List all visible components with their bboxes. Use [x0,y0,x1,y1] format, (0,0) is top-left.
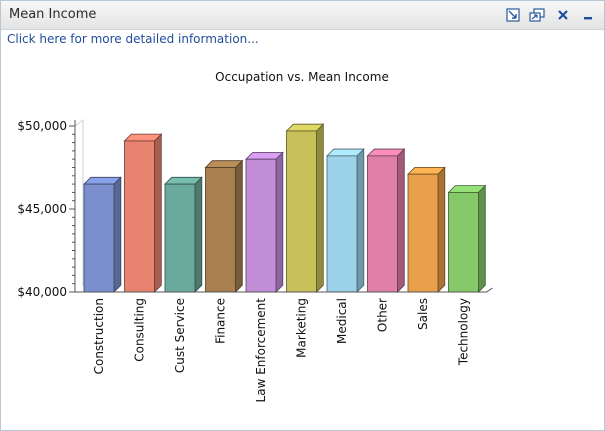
bar-side [316,123,324,293]
portlet-title: Mean Income [9,7,97,22]
bar-side [154,133,162,293]
bar-finance [204,159,244,293]
bar-consulting [123,133,163,293]
bar-side [356,148,365,293]
bar-side [397,148,405,293]
bar-top [366,148,406,157]
bar-medical [326,148,365,293]
bar-top [164,176,203,185]
bar-technology [447,184,487,293]
bar-side [113,176,122,293]
x-category-label: Consulting [133,298,147,362]
bar-construction [83,176,122,293]
bar-cust-service [164,176,203,293]
minimize-icon[interactable] [579,6,597,24]
portlet-titlebar: Mean Income [1,1,604,30]
bar-front [326,155,358,293]
bar-top [326,148,365,157]
x-category-label: Technology [457,298,471,366]
bar-front [205,167,236,293]
bar-front [83,183,115,293]
edit-icon[interactable] [504,6,522,24]
y-tick-label: $40,000 [17,285,67,299]
bar-front [286,130,317,293]
bar-top [123,133,163,142]
bar-side [478,184,486,293]
x-category-label: Finance [214,298,228,344]
bar-top [285,123,325,132]
bar-law-enforcement [245,151,284,293]
x-category-label: Marketing [295,298,309,358]
bar-side [275,151,284,293]
y-tick-label: $45,000 [17,202,67,216]
bar-top [407,166,446,175]
bar-top [83,176,122,185]
x-category-label: Medical [335,298,349,344]
x-category-label: Other [376,298,390,332]
bar-front [124,140,155,293]
x-category-label: Law Enforcement [254,298,268,403]
y-tick-label: $50,000 [17,119,67,133]
bar-sales [407,166,446,293]
bar-marketing [285,123,325,293]
axis-depth [74,119,84,286]
details-link[interactable]: Click here for more detailed information… [7,32,259,46]
bar-side [437,166,446,293]
bar-front [164,183,196,293]
x-category-label: Sales [416,298,430,330]
x-axis-line [75,287,493,293]
chart-title: Occupation vs. Mean Income [215,70,389,84]
bar-top [245,152,284,160]
bar-front [367,155,398,293]
bar-front [245,158,277,293]
bar-other [366,148,406,293]
x-category-label: Construction [92,298,106,374]
bar-side [235,159,243,293]
x-category-label: Cust Service [173,298,187,373]
bar-top [204,160,244,168]
close-icon[interactable] [554,6,572,24]
bar-side [194,176,203,293]
maximize-icon[interactable] [528,6,546,24]
bar-front [448,191,479,293]
occupation-income-chart: Occupation vs. Mean Income $40,000 $45,00… [17,70,493,403]
bar-top [447,185,487,193]
bar-front [407,173,439,293]
